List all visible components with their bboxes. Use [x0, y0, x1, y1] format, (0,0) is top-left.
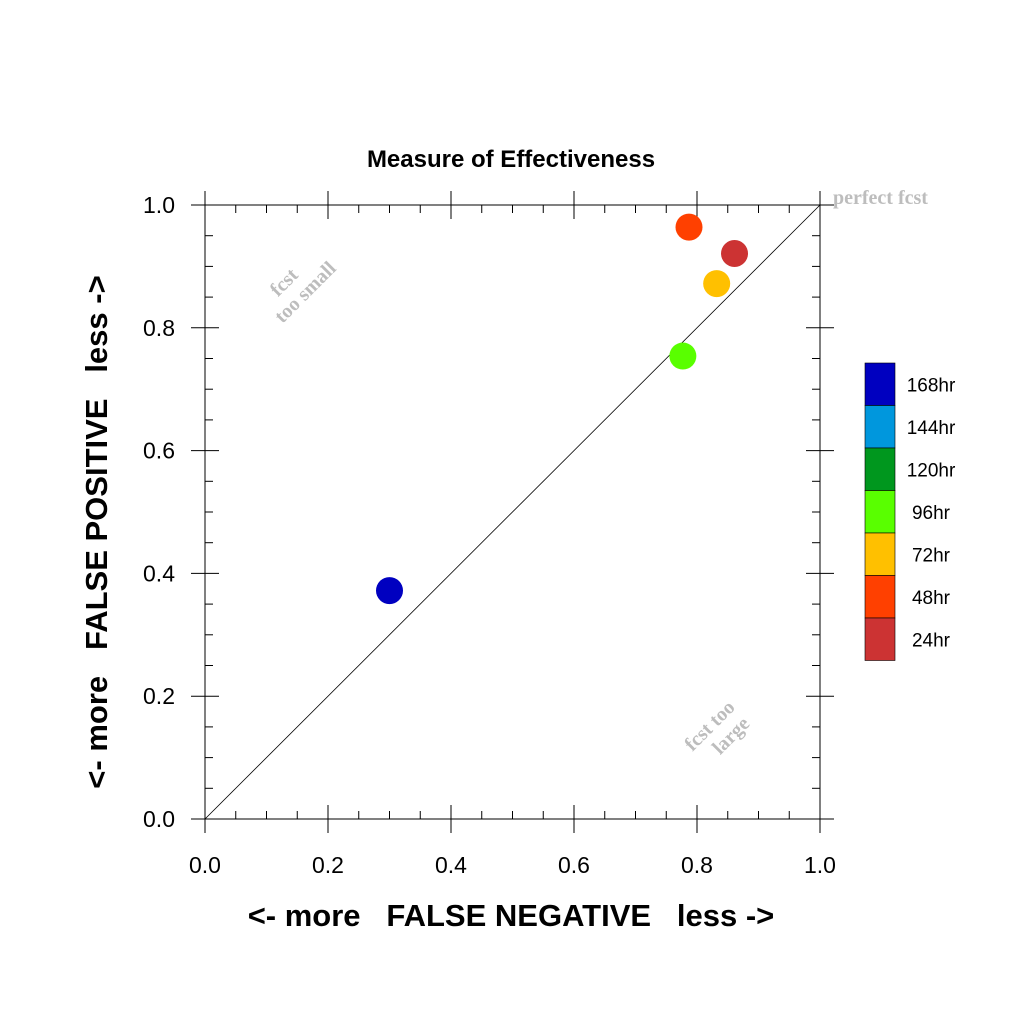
annotation-perfect-fcst: perfect fcst [833, 187, 928, 209]
point-96hr [669, 342, 697, 370]
perfect-forecast-diagonal [204, 204, 821, 820]
legend-swatch-96hr [864, 490, 896, 534]
x-tick-label: 0.4 [435, 852, 467, 878]
point-24hr [721, 240, 749, 268]
x-tick-label: 0.0 [189, 852, 221, 878]
chart-title: Measure of Effectiveness [367, 146, 655, 173]
legend-swatch-72hr [864, 532, 896, 576]
minor-ticks [205, 205, 820, 819]
y-tick-label: 0.6 [143, 438, 175, 464]
legend-swatch-168hr [864, 362, 896, 406]
legend-swatch-24hr [864, 617, 896, 661]
y-tick-labels: 0.0 0.2 0.4 0.6 0.8 1.0 [143, 192, 175, 832]
x-tick-label: 0.2 [312, 852, 344, 878]
legend: 168hr 144hr 120hr 96hr 72hr 48hr 24hr [864, 362, 956, 661]
legend-label-96hr: 96hr [912, 503, 951, 524]
y-tick-label: 0.4 [143, 560, 175, 586]
legend-label-48hr: 48hr [912, 588, 951, 609]
legend-swatch-48hr [864, 575, 896, 619]
point-168hr [376, 577, 403, 605]
x-tick-labels: 0.0 0.2 0.4 0.6 0.8 1.0 [189, 852, 836, 878]
legend-label-144hr: 144hr [907, 418, 956, 439]
x-tick-label: 1.0 [804, 852, 836, 878]
x-axis-label: <- more FALSE NEGATIVE less -> [248, 898, 775, 933]
legend-label-24hr: 24hr [912, 630, 951, 651]
legend-swatch-120hr [864, 447, 896, 491]
x-tick-label: 0.8 [681, 852, 713, 878]
major-ticks [191, 191, 834, 833]
legend-label-120hr: 120hr [907, 460, 956, 481]
point-72hr [703, 270, 731, 298]
data-points [376, 213, 749, 605]
legend-label-168hr: 168hr [907, 375, 956, 396]
legend-swatch-144hr [864, 405, 896, 449]
y-tick-label: 0.2 [143, 683, 175, 709]
y-axis-label: <- more FALSE POSITIVE less -> [79, 275, 114, 788]
y-tick-label: 1.0 [143, 192, 175, 218]
y-tick-label: 0.0 [143, 806, 175, 832]
y-tick-label: 0.8 [143, 315, 175, 341]
legend-label-72hr: 72hr [912, 545, 951, 566]
point-48hr [675, 213, 703, 241]
x-tick-label: 0.6 [558, 852, 590, 878]
